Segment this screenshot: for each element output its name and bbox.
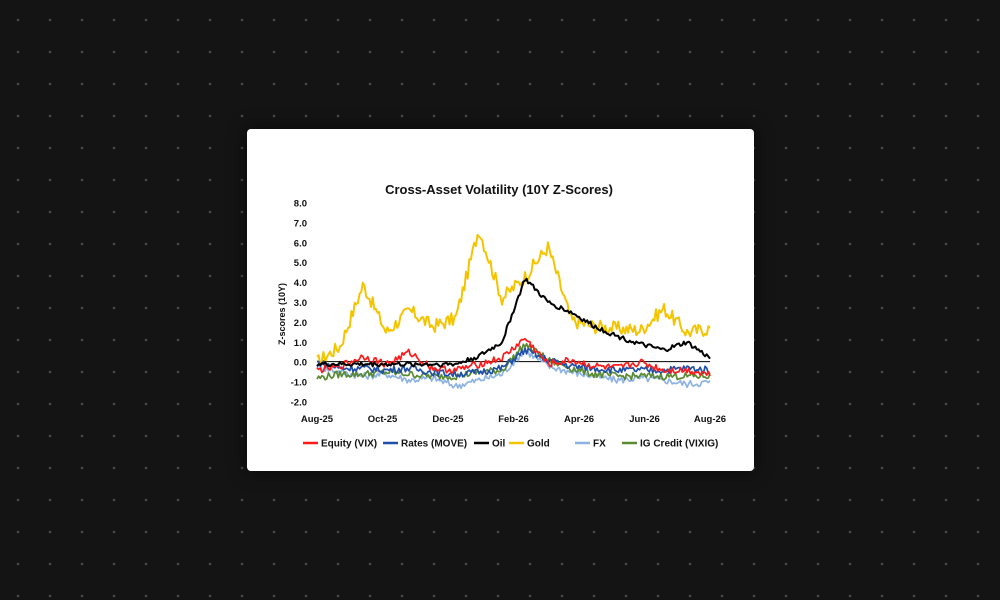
legend-label: IG Credit (VIXIG) [640, 439, 718, 450]
chart-card: Cross-Asset Volatility (10Y Z-Scores) Z-… [247, 129, 754, 471]
series-lines [316, 233, 711, 390]
x-tick-label: Feb-26 [498, 414, 529, 425]
x-tick-labels: Aug-25 Oct-25 Dec-25 Feb-26 Apr-26 Jun-26 Aug-… [301, 414, 726, 425]
y-tick-label: 3.0 [294, 298, 307, 309]
y-tick-label: -2.0 [291, 398, 307, 409]
x-tick-label: Dec-25 [432, 414, 464, 425]
y-tick-label: 7.0 [294, 218, 307, 229]
y-tick-label: 6.0 [294, 238, 307, 249]
chart-svg: Cross-Asset Volatility (10Y Z-Scores) Z-… [277, 182, 726, 450]
series-line-gold [316, 233, 711, 367]
legend-label: FX [593, 439, 606, 450]
series-line-ig-credit-vixig [316, 342, 711, 381]
y-tick-label: 0.0 [294, 358, 307, 369]
series-line-rates-move [317, 347, 710, 378]
legend-label: Equity (VIX) [321, 439, 377, 450]
y-tick-label: 2.0 [294, 318, 307, 329]
x-tick-label: Jun-26 [629, 414, 660, 425]
series-line-oil [316, 277, 711, 368]
y-tick-label: 4.0 [294, 278, 307, 289]
x-tick-label: Aug-26 [694, 414, 726, 425]
x-tick-label: Aug-25 [301, 414, 334, 425]
legend-label: Oil [492, 439, 506, 450]
x-tick-label: Oct-25 [368, 414, 398, 425]
y-tick-label: 1.0 [294, 338, 307, 349]
y-tick-labels: 8.0 7.0 6.0 5.0 4.0 3.0 2.0 1.0 0.0 -1.0 -2.0 [291, 199, 307, 409]
y-tick-label: -1.0 [291, 378, 307, 389]
legend: Equity (VIX) Rates (MOVE) Oil Gold FX IG Cred… [303, 439, 718, 450]
x-tick-label: Apr-26 [564, 414, 594, 425]
chart-title: Cross-Asset Volatility (10Y Z-Scores) [385, 182, 613, 197]
legend-label: Gold [527, 439, 550, 450]
y-tick-label: 8.0 [294, 199, 307, 210]
y-axis-label: Z-scores (10Y) [277, 283, 287, 345]
y-tick-label: 5.0 [294, 258, 307, 269]
legend-label: Rates (MOVE) [401, 439, 467, 450]
